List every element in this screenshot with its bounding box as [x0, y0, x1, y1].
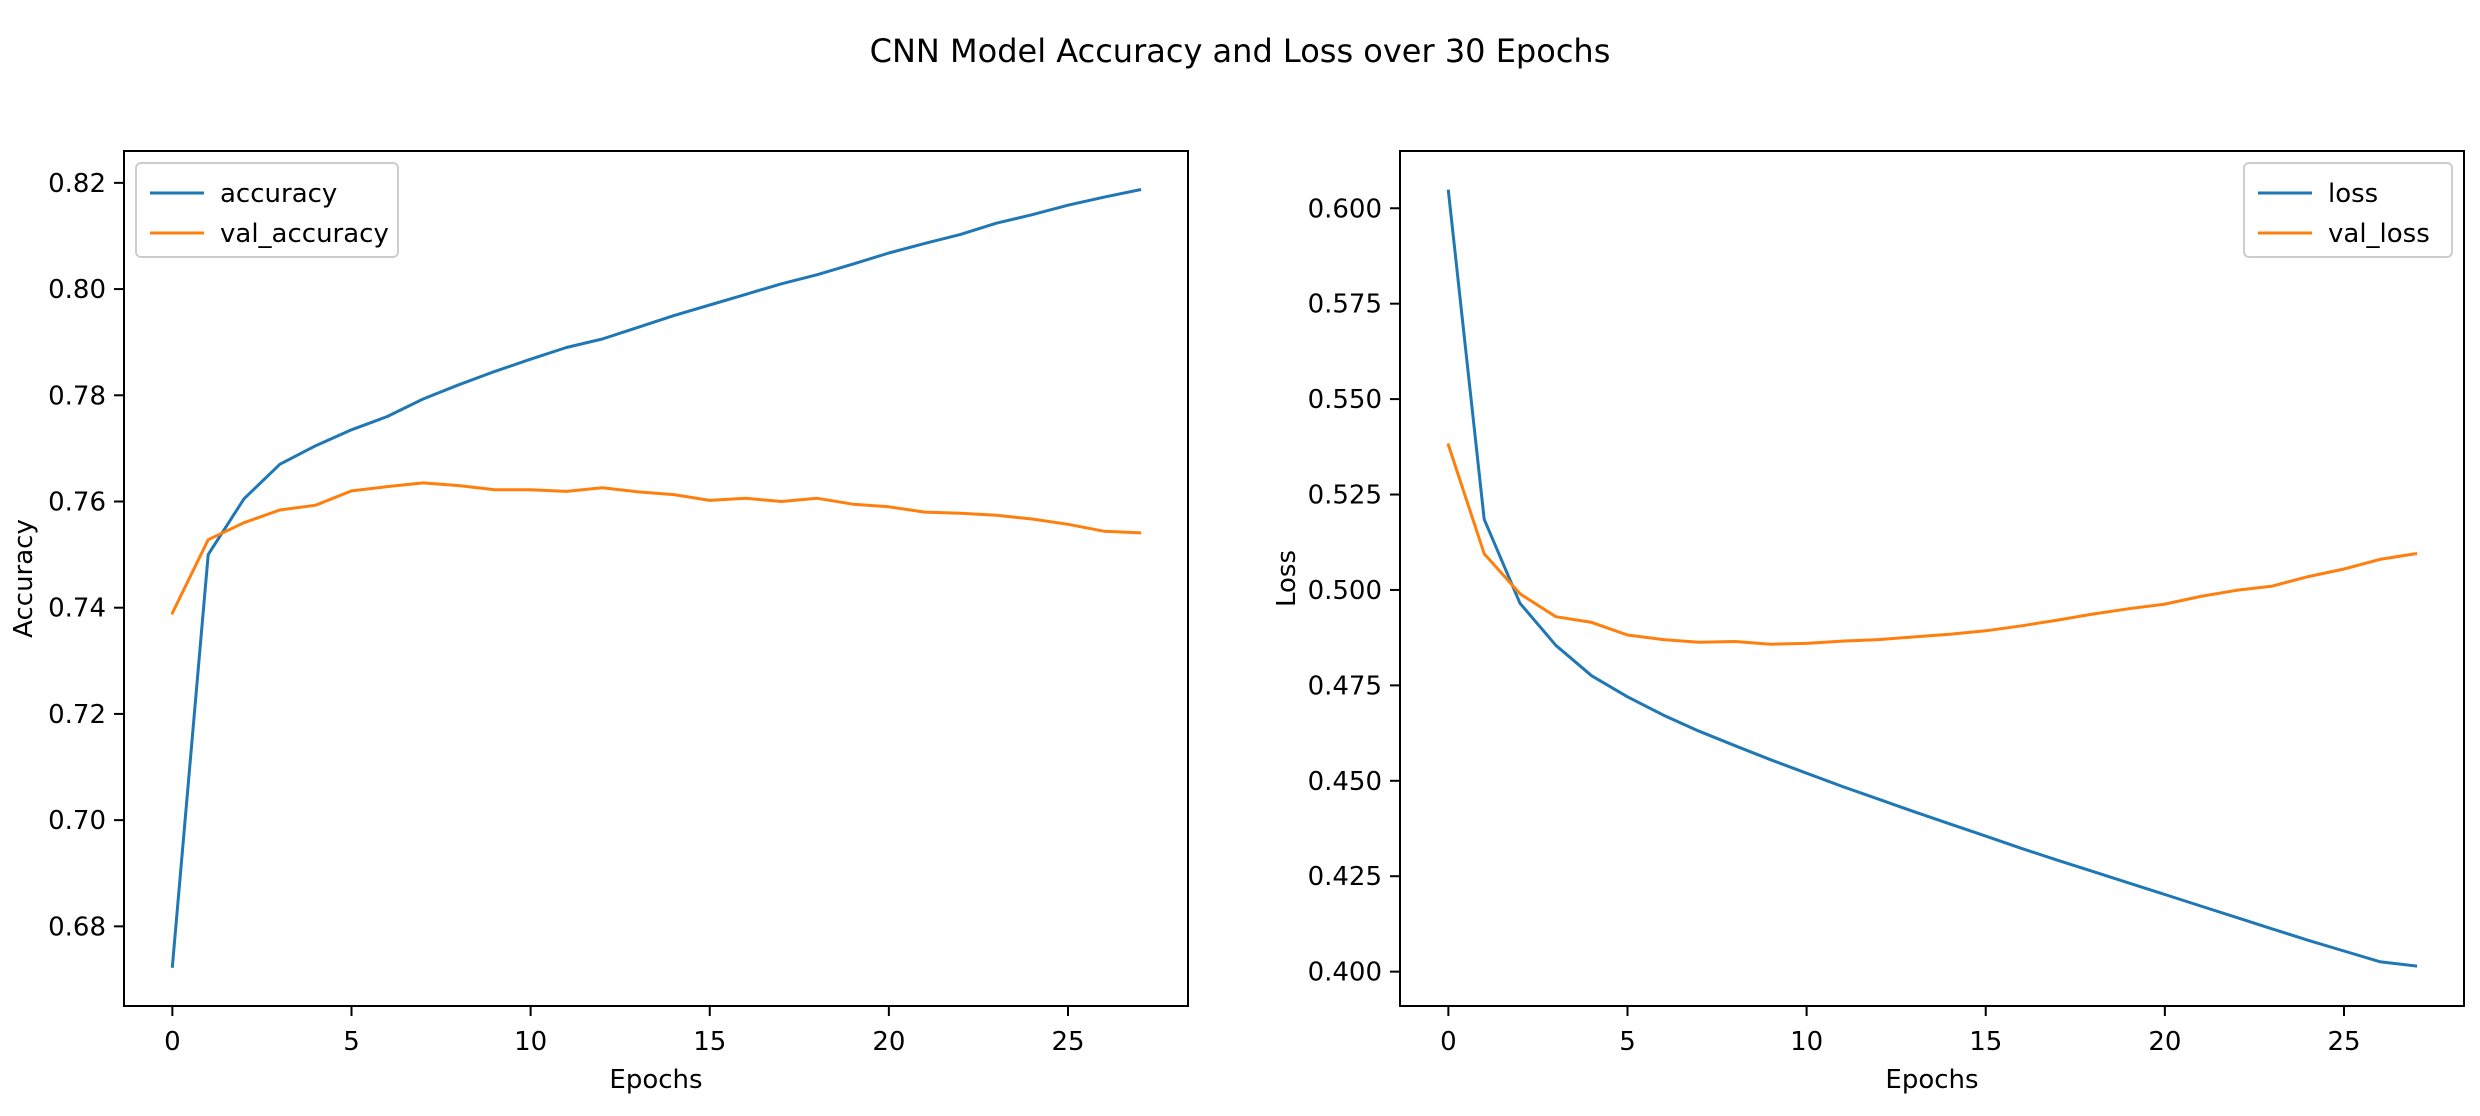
loss-y-tick-label: 0.450 — [1308, 767, 1382, 797]
loss-line — [1446, 189, 2418, 968]
loss-x-tick-label: 15 — [1969, 1027, 2002, 1057]
accuracy-y-tick-label: 0.80 — [48, 275, 106, 305]
loss-x-axis-label: Epochs — [1885, 1065, 1978, 1095]
loss-y-axis-label: Loss — [1272, 550, 1302, 607]
accuracy-line — [170, 188, 1142, 968]
accuracy-legend: accuracy val_accuracy — [135, 162, 399, 258]
legend-label-accuracy: accuracy — [220, 179, 337, 209]
loss-chart: 0 5 10 15 20 25 0.400 0.425 0.450 0.475 0.500 0.525… — [1272, 150, 2465, 1095]
loss-y-tick-label: 0.550 — [1308, 385, 1382, 415]
legend-label-val_accuracy: val_accuracy — [220, 219, 389, 249]
loss-y-tick-label: 0.500 — [1308, 576, 1382, 606]
accuracy-x-axis-label: Epochs — [609, 1065, 702, 1095]
loss-y-tick-label: 0.525 — [1308, 481, 1382, 511]
loss-x-tick-label: 25 — [2327, 1027, 2360, 1057]
legend-label-loss: loss — [2328, 179, 2378, 209]
accuracy-axes-frame — [123, 150, 1189, 1007]
figure-title: CNN Model Accuracy and Loss over 30 Epoc… — [870, 32, 1611, 70]
accuracy-y-axis-label: Accuracy — [9, 519, 39, 638]
accuracy-chart: 0 5 10 15 20 25 0.68 0.70 0.72 0.74 0.76 0.78 0.80 0.… — [9, 150, 1189, 1095]
loss-y-tick-label: 0.575 — [1308, 290, 1382, 320]
accuracy-y-tick-label: 0.72 — [48, 700, 106, 730]
loss-x-tick-label: 5 — [1619, 1027, 1636, 1057]
accuracy-x-tick-label: 15 — [693, 1027, 726, 1057]
loss-x-tick-label: 10 — [1790, 1027, 1823, 1057]
loss-y-tick-label: 0.425 — [1308, 862, 1382, 892]
loss-y-tick-label: 0.400 — [1308, 958, 1382, 988]
loss-y-tick-label: 0.475 — [1308, 671, 1382, 701]
accuracy-y-tick-label: 0.74 — [48, 594, 106, 624]
accuracy-y-tick-label: 0.70 — [48, 806, 106, 836]
legend-label-val_loss: val_loss — [2328, 219, 2430, 249]
accuracy-x-tick-label: 5 — [343, 1027, 360, 1057]
accuracy-y-tick-label: 0.78 — [48, 381, 106, 411]
loss-legend: loss val_loss — [2243, 162, 2453, 258]
accuracy-x-tick-label: 0 — [164, 1027, 181, 1057]
val_accuracy-line — [170, 481, 1142, 616]
accuracy-y-tick-label: 0.68 — [48, 912, 106, 942]
accuracy-x-tick-label: 10 — [514, 1027, 547, 1057]
accuracy-x-tick-label: 25 — [1051, 1027, 1084, 1057]
loss-y-tick-label: 0.600 — [1308, 194, 1382, 224]
accuracy-y-tick-label: 0.76 — [48, 487, 106, 517]
val_loss-line — [1446, 443, 2418, 646]
accuracy-y-tick-label: 0.82 — [48, 169, 106, 199]
loss-x-tick-label: 0 — [1440, 1027, 1457, 1057]
loss-x-tick-label: 20 — [2148, 1027, 2181, 1057]
loss-axes-frame — [1399, 150, 2465, 1007]
accuracy-x-tick-label: 20 — [872, 1027, 905, 1057]
